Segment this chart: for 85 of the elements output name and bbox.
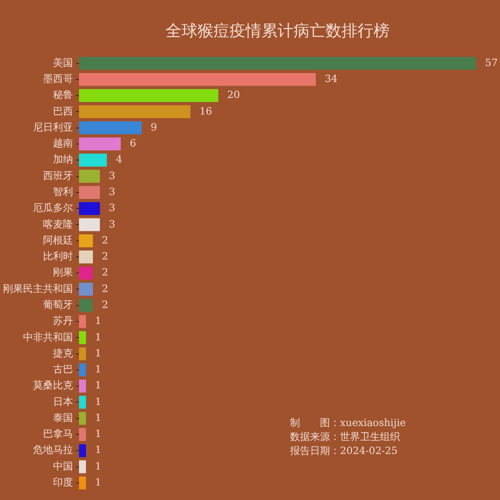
bar bbox=[79, 72, 316, 86]
data-label: 3 bbox=[108, 203, 116, 214]
data-label: 1 bbox=[94, 396, 102, 408]
annotation: 数据来源：世界卫生组织 bbox=[290, 431, 401, 445]
bar bbox=[79, 89, 218, 102]
y-tick-label: 中非共和国 bbox=[23, 331, 73, 344]
data-label: 2 bbox=[102, 252, 108, 263]
chart-title: 全球猴痘疫情累计病亡数排行榜 bbox=[166, 20, 390, 40]
data-label: 1 bbox=[94, 429, 102, 440]
data-label: 1 bbox=[94, 461, 102, 472]
bar bbox=[79, 170, 100, 183]
y-tick-label: 秘鲁 bbox=[53, 89, 73, 102]
data-label: 2 bbox=[102, 284, 108, 295]
annotation: 报告日期：2024-02-25 bbox=[290, 445, 399, 459]
bar bbox=[79, 444, 86, 458]
bar bbox=[79, 105, 190, 118]
bar bbox=[79, 282, 93, 296]
y-tick-label: 美国 bbox=[53, 56, 73, 69]
bar bbox=[79, 138, 121, 150]
y-tick-label: 喀麦隆 bbox=[43, 218, 73, 230]
bar bbox=[79, 121, 142, 134]
y-tick-label: 中国 bbox=[53, 460, 73, 472]
data-label: 34 bbox=[324, 74, 338, 86]
data-label: 16 bbox=[199, 106, 212, 118]
y-tick-label: 苏丹 bbox=[53, 315, 73, 328]
data-label: 2 bbox=[102, 235, 108, 246]
bar bbox=[79, 428, 86, 441]
data-label: 1 bbox=[94, 332, 102, 344]
y-tick-label: 加纳 bbox=[53, 154, 73, 166]
bar bbox=[79, 154, 107, 167]
data-label: 2 bbox=[102, 268, 108, 279]
data-label: 1 bbox=[94, 348, 102, 360]
data-label: 6 bbox=[130, 138, 136, 150]
y-tick-label: 刚果 bbox=[53, 268, 73, 279]
bar bbox=[79, 331, 86, 344]
bar bbox=[79, 266, 93, 280]
bar bbox=[79, 234, 93, 248]
data-label: 9 bbox=[150, 122, 158, 134]
bar bbox=[79, 396, 86, 409]
y-tick-label: 刚果民主共和国 bbox=[3, 282, 73, 295]
data-label: 1 bbox=[94, 412, 102, 424]
y-tick-label: 莫桑比克 bbox=[33, 380, 73, 392]
y-tick-label: 捷克 bbox=[53, 347, 73, 360]
bar bbox=[79, 315, 86, 328]
bar bbox=[79, 218, 100, 232]
data-label: 2 bbox=[102, 300, 108, 311]
y-tick-label: 智利 bbox=[53, 186, 73, 198]
y-tick-label: 厄瓜多尔 bbox=[33, 202, 73, 214]
bar bbox=[79, 186, 100, 199]
data-label: 3 bbox=[108, 186, 116, 198]
y-tick-label: 泰国 bbox=[53, 412, 73, 424]
y-tick-label: 古巴 bbox=[53, 364, 73, 376]
bar bbox=[79, 202, 100, 215]
bar bbox=[79, 298, 93, 312]
y-tick-label: 巴西 bbox=[53, 106, 73, 118]
data-label: 3 bbox=[108, 219, 116, 230]
y-tick-label: 阿根廷 bbox=[43, 234, 73, 246]
y-tick-label: 巴拿马 bbox=[43, 428, 73, 440]
data-label: 1 bbox=[94, 380, 102, 392]
data-label: 1 bbox=[94, 478, 102, 489]
bar bbox=[79, 250, 93, 264]
data-label: 3 bbox=[108, 170, 116, 182]
y-tick-label: 尼日利亚 bbox=[33, 121, 73, 134]
annotation: 制 图：xuexiaoshijie bbox=[290, 417, 406, 431]
bar bbox=[79, 347, 86, 360]
y-tick-label: 葡萄牙 bbox=[43, 298, 73, 311]
y-tick-label: 日本 bbox=[53, 396, 73, 408]
y-tick-label: 越南 bbox=[53, 138, 73, 150]
y-tick-label: 墨西哥 bbox=[43, 74, 73, 86]
data-label: 1 bbox=[94, 316, 102, 328]
y-tick-label: 印度 bbox=[53, 476, 73, 489]
bar bbox=[79, 363, 86, 376]
data-label: 57 bbox=[485, 58, 498, 69]
bar bbox=[79, 56, 476, 70]
bar bbox=[79, 380, 86, 393]
data-label: 1 bbox=[94, 364, 102, 376]
y-tick-label: 西班牙 bbox=[43, 170, 73, 182]
bar bbox=[79, 412, 86, 425]
data-label: 4 bbox=[116, 154, 122, 166]
data-label: 20 bbox=[227, 90, 240, 102]
y-tick-label: 危地马拉 bbox=[33, 444, 73, 456]
bar bbox=[79, 476, 86, 490]
data-label: 1 bbox=[94, 445, 102, 456]
bar bbox=[79, 460, 86, 474]
y-tick-label: 比利时 bbox=[43, 250, 73, 263]
